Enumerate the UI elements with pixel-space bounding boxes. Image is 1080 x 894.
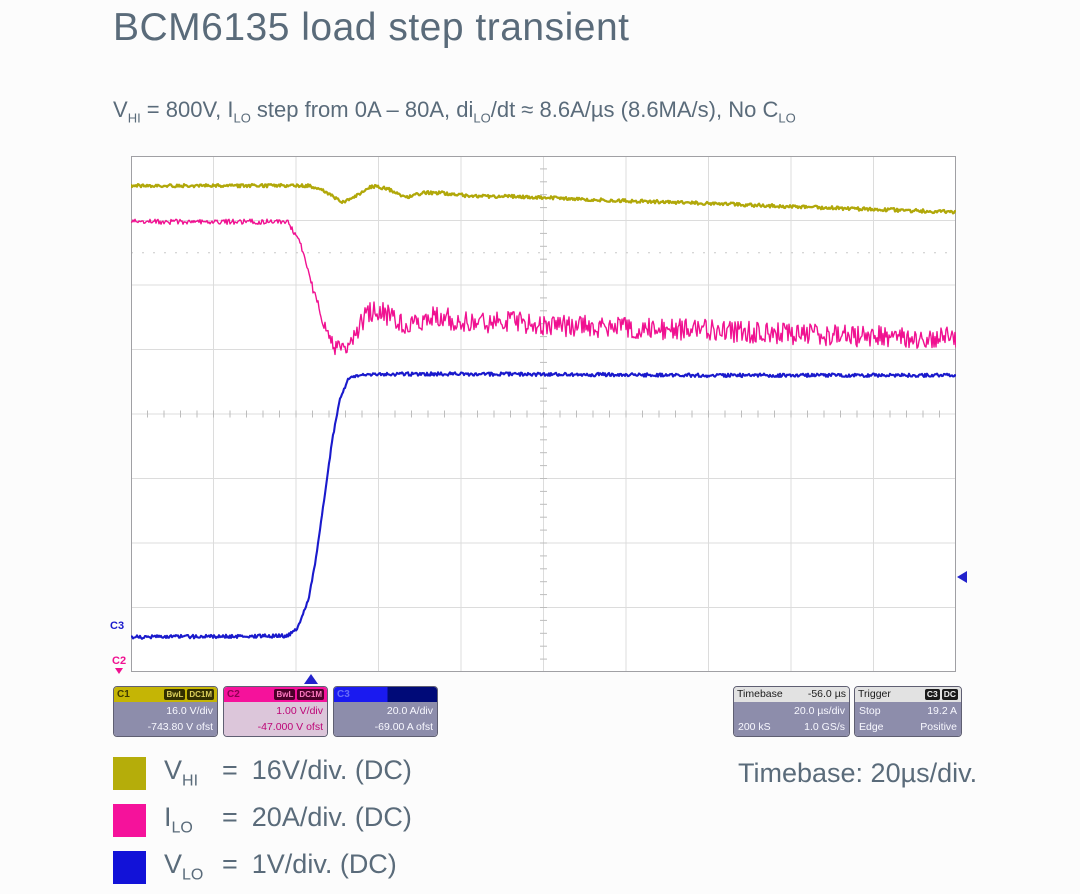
subtitle-sub: LO bbox=[233, 110, 251, 126]
ilo-scale: 20A/div. (DC) bbox=[251, 802, 412, 833]
subtitle-seg: V bbox=[113, 97, 128, 122]
trigger-box: Trigger C3 DC Stop 19.2 A Edge Positive bbox=[854, 686, 962, 737]
trace-v_lo bbox=[130, 371, 957, 640]
vhi-color-swatch bbox=[113, 756, 146, 790]
sample-rate: 1.0 GS/s bbox=[804, 721, 845, 733]
ilo-color-swatch bbox=[113, 803, 146, 837]
timebase-delay: -56.0 µs bbox=[807, 688, 846, 700]
subtitle-sub: LO bbox=[778, 110, 796, 126]
subtitle-seg: step from 0A – 80A, di bbox=[250, 97, 474, 122]
subtitle-sub: HI bbox=[127, 110, 141, 126]
subtitle-seg: /dt ≈ 8.6A/µs (8.6MA/s), No C bbox=[490, 97, 779, 122]
legend-row-vlo: VLO = 1V/div. (DC) bbox=[113, 847, 397, 887]
trigger-type: Edge bbox=[859, 721, 884, 733]
time-per-div: 20.0 µs/div bbox=[794, 705, 845, 717]
channel-id: C2 bbox=[227, 689, 240, 700]
sample-count: 200 kS bbox=[738, 721, 771, 733]
channel-box-c1: C1 BwL DC1M 16.0 V/div -743.80 V ofst bbox=[113, 686, 218, 737]
trigger-level-marker-icon bbox=[957, 571, 967, 583]
channel-id: C1 bbox=[117, 689, 130, 700]
volts-per-div: 16.0 V/div bbox=[166, 705, 213, 717]
timebase-title: Timebase bbox=[737, 688, 783, 700]
offscreen-down-arrow-icon bbox=[115, 668, 124, 674]
scope-graticule bbox=[129, 155, 957, 673]
offset-value: -47.000 V ofst bbox=[257, 721, 323, 733]
trigger-source-badge: C3 bbox=[924, 689, 940, 700]
channel-id: C3 bbox=[337, 689, 350, 700]
amps-per-div: 20.0 A/div bbox=[386, 705, 433, 717]
volts-per-div: 1.00 V/div bbox=[276, 705, 323, 717]
channel-c2-position-label: C2 bbox=[112, 656, 126, 674]
vhi-scale: 16V/div. (DC) bbox=[251, 755, 412, 786]
trigger-mode: Stop bbox=[859, 705, 881, 717]
test-conditions: VHI = 800V, ILO step from 0A – 80A, diLO… bbox=[113, 97, 796, 125]
trigger-slope: Positive bbox=[920, 721, 957, 733]
trigger-coupling-badge: DC bbox=[941, 689, 958, 700]
trigger-time-marker-icon bbox=[304, 674, 318, 684]
offset-value: -743.80 V ofst bbox=[147, 721, 213, 733]
coupling-badge: DC1M bbox=[297, 689, 324, 700]
page-title: BCM6135 load step transient bbox=[113, 6, 630, 49]
channel-c3-position-label: C3 bbox=[110, 620, 125, 632]
bwl-badge: BwL bbox=[274, 689, 296, 700]
trigger-level: 19.2 A bbox=[927, 705, 957, 717]
subtitle-seg: = 800V, I bbox=[140, 97, 234, 122]
legend-row-ilo: ILO = 20A/div. (DC) bbox=[113, 800, 412, 840]
offset-value: -69.00 A ofst bbox=[374, 721, 433, 733]
trace-i_lo bbox=[130, 218, 957, 356]
legend-row-vhi: VHI = 16V/div. (DC) bbox=[113, 753, 412, 793]
vlo-color-swatch bbox=[113, 850, 146, 884]
trace-v_hi bbox=[129, 182, 957, 215]
timebase-box: Timebase -56.0 µs 20.0 µs/div 200 kS 1.0… bbox=[733, 686, 850, 737]
waveform-canvas bbox=[129, 155, 957, 673]
vlo-scale: 1V/div. (DC) bbox=[251, 849, 397, 880]
channel-box-c3: C3 20.0 A/div -69.00 A ofst bbox=[333, 686, 438, 737]
channel-box-c2: C2 BwL DC1M 1.00 V/div -47.000 V ofst bbox=[223, 686, 328, 737]
coupling-badge: DC1M bbox=[187, 689, 214, 700]
trigger-title: Trigger bbox=[858, 688, 891, 700]
subtitle-sub: LO bbox=[473, 110, 491, 126]
bwl-badge: BwL bbox=[164, 689, 186, 700]
timebase-note: Timebase: 20µs/div. bbox=[738, 758, 978, 788]
